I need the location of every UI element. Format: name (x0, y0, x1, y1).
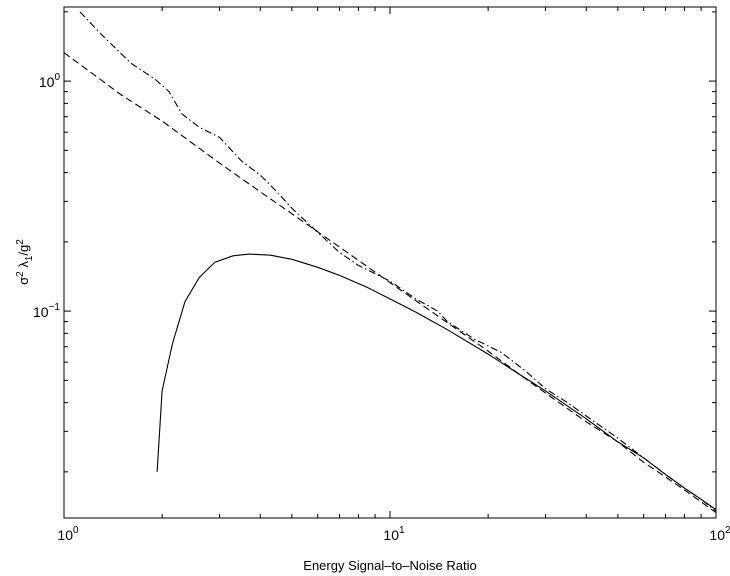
y-label-sup1: 2 (15, 271, 26, 277)
y-label-base: σ (16, 277, 31, 285)
x-tick-label: 100 (57, 525, 79, 543)
series-line-dashdot (79, 11, 717, 512)
x-tick-label: 101 (383, 525, 405, 543)
y-tick-label: 100 (39, 72, 61, 90)
y-axis-label: σ2 λ1/g2 (15, 239, 35, 285)
series-line-solid (156, 253, 717, 511)
plot-frame (63, 6, 717, 519)
x-tick-label: 102 (709, 525, 730, 543)
series-layer (63, 11, 717, 514)
y-label-sub: 1 (24, 255, 35, 261)
tick-layer: 100 101 102 10−1 100 (33, 7, 730, 543)
y-label-mid: λ (16, 261, 31, 272)
y-label-sup2: 2 (15, 239, 26, 245)
x-axis-label: Energy Signal–to–Noise Ratio (303, 558, 476, 573)
y-tick-label: 10−1 (33, 302, 60, 320)
series-line-dashed (63, 52, 717, 514)
y-label-tail: /g (16, 245, 31, 256)
